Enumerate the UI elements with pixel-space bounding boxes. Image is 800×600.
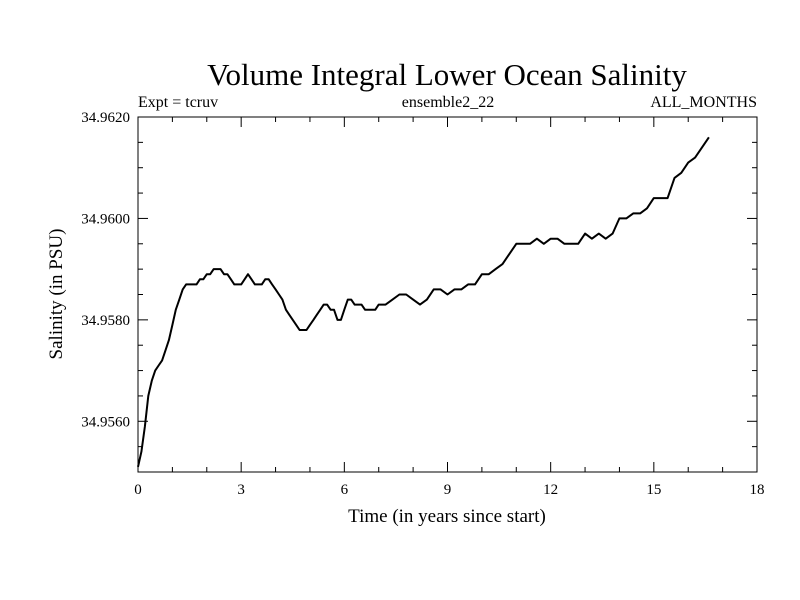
x-tick-label: 12 xyxy=(543,482,558,498)
ensemble-label: ensemble2_22 xyxy=(402,94,494,111)
y-axis-ticks xyxy=(138,116,757,473)
salinity-series-line xyxy=(137,136,710,468)
x-tick-label: 0 xyxy=(134,482,142,498)
x-axis-ticks xyxy=(137,117,758,472)
x-tick-label: 6 xyxy=(341,482,349,498)
y-axis-tick-labels: 34.9560 34.9580 34.9600 34.9620 xyxy=(81,110,130,430)
y-tick-label: 34.9580 xyxy=(81,313,130,329)
y-axis-label: Salinity (in PSU) xyxy=(46,229,67,360)
y-tick-label: 34.9560 xyxy=(81,414,130,430)
x-tick-label: 9 xyxy=(444,482,452,498)
months-label: ALL_MONTHS xyxy=(650,94,757,111)
y-tick-label: 34.9600 xyxy=(81,211,130,227)
x-tick-label: 3 xyxy=(237,482,245,498)
x-tick-label: 15 xyxy=(646,482,661,498)
chart-title: Volume Integral Lower Ocean Salinity xyxy=(207,57,687,92)
experiment-label: Expt = tcruv xyxy=(138,94,218,111)
x-axis-label: Time (in years since start) xyxy=(348,506,546,527)
x-tick-label: 18 xyxy=(750,482,765,498)
x-axis-tick-labels: 0 3 6 9 12 15 18 xyxy=(134,482,764,498)
y-tick-label: 34.9620 xyxy=(81,110,130,126)
